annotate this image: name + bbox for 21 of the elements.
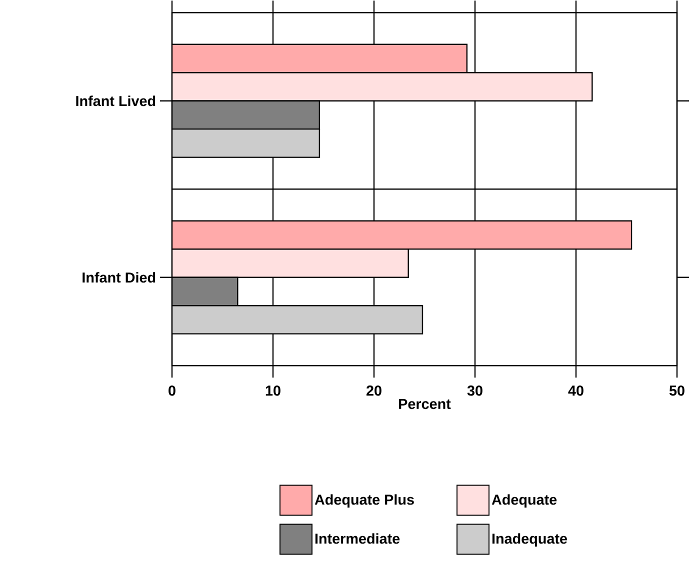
x-tick-label: 10 (266, 386, 280, 396)
x-tick-label: 40 (568, 386, 584, 396)
legend-label: Inadequate (492, 533, 568, 547)
bar (172, 276, 238, 306)
legend-label: Intermediate (315, 533, 400, 544)
x-tick-label: 20 (366, 386, 382, 396)
legend-label: Adequate Plus (314, 494, 414, 508)
x-tick-label: 50 (669, 386, 684, 396)
bar (172, 128, 320, 158)
bar (172, 248, 409, 278)
bar (172, 305, 424, 335)
y-tick-label: Infant Lived (76, 96, 156, 106)
x-tick-label: 0 (168, 386, 176, 396)
bar (172, 72, 593, 102)
y-tick-label: Infant Died (82, 272, 156, 283)
bar (172, 100, 320, 130)
bar (172, 220, 632, 250)
legend-label: Adequate (492, 494, 557, 508)
bar (172, 44, 468, 74)
x-tick-label: 30 (467, 386, 482, 396)
x-axis-title: Percent (399, 399, 451, 410)
